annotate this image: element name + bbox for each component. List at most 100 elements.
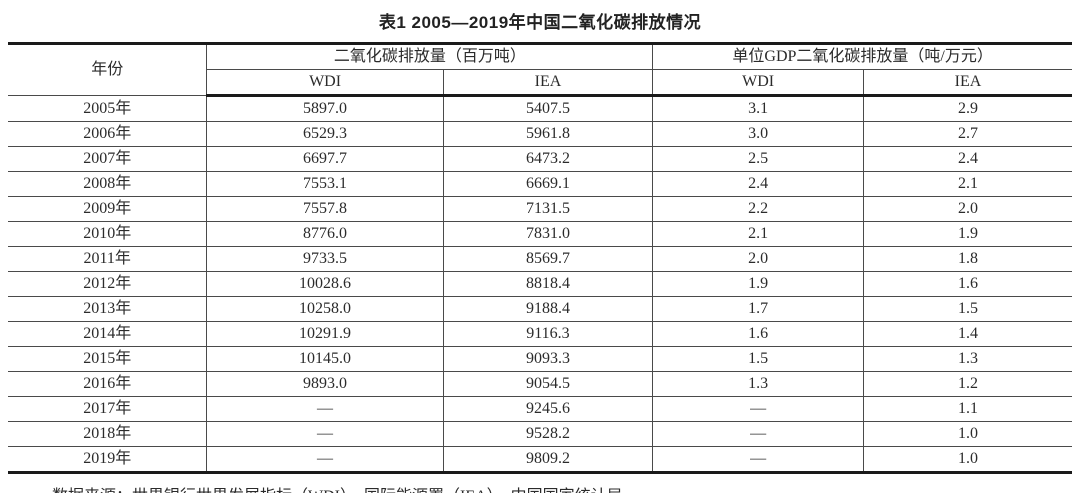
table-header: 年份 二氧化碳排放量（百万吨） 单位GDP二氧化碳排放量（吨/万元） WDI I… (8, 43, 1072, 97)
gdp-wdi-cell: 1.5 (652, 346, 864, 372)
gdp-iea-cell: 2.9 (863, 95, 1072, 122)
table-title: 表1 2005—2019年中国二氧化碳排放情况 (378, 13, 702, 32)
group-header-row: 年份 二氧化碳排放量（百万吨） 单位GDP二氧化碳排放量（吨/万元） (8, 43, 1072, 96)
co2-wdi-cell: 9893.0 (206, 371, 444, 397)
co2-emissions-group-header: 二氧化碳排放量（百万吨） (206, 43, 654, 70)
gdp-wdi-cell: 2.1 (652, 221, 864, 247)
gdp-wdi-cell: 2.2 (652, 196, 864, 222)
co2-wdi-cell: 8776.0 (206, 221, 444, 247)
co2-iea-cell: 9054.5 (443, 371, 654, 397)
gdp-intensity-group-header: 单位GDP二氧化碳排放量（吨/万元） (652, 43, 1072, 70)
sub-header-row: WDI IEA WDI IEA (8, 69, 1072, 97)
year-cell: 2014年 (8, 321, 208, 347)
year-cell: 2011年 (8, 246, 208, 272)
gdp-wdi-cell: 2.4 (652, 171, 864, 197)
table-row: 2015年 10145.0 9093.3 1.5 1.3 (8, 346, 1072, 372)
table-row: 2011年 9733.5 8569.7 2.0 1.8 (8, 246, 1072, 272)
co2-iea-cell: 9528.2 (443, 421, 654, 447)
co2-iea-cell: 7831.0 (443, 221, 654, 247)
table-row: 2012年 10028.6 8818.4 1.9 1.6 (8, 271, 1072, 297)
co2-wdi-cell: 7553.1 (206, 171, 444, 197)
gdp-wdi-cell: 3.1 (652, 95, 864, 122)
co2-iea-cell: 8818.4 (443, 271, 654, 297)
co2-iea-cell: 5407.5 (443, 95, 654, 122)
year-cell: 2015年 (8, 346, 208, 372)
year-cell: 2007年 (8, 146, 208, 172)
table-body: 2005年 5897.0 5407.5 3.1 2.9 2006年 6529.3… (8, 95, 1072, 473)
gdp-iea-cell: 1.6 (863, 271, 1072, 297)
co2-iea-header: IEA (443, 69, 654, 97)
gdp-iea-cell: 1.3 (863, 346, 1072, 372)
table-row: 2017年 — 9245.6 — 1.1 (8, 396, 1072, 422)
co2-iea-cell: 9245.6 (443, 396, 654, 422)
gdp-wdi-cell: 1.6 (652, 321, 864, 347)
table-row: 2009年 7557.8 7131.5 2.2 2.0 (8, 196, 1072, 222)
gdp-iea-cell: 1.5 (863, 296, 1072, 322)
co2-wdi-cell: 10145.0 (206, 346, 444, 372)
year-cell: 2016年 (8, 371, 208, 397)
co2-wdi-cell: 10028.6 (206, 271, 444, 297)
gdp-wdi-cell: 3.0 (652, 121, 864, 147)
gdp-wdi-cell: — (652, 421, 864, 447)
year-cell: 2005年 (8, 95, 208, 122)
co2-iea-cell: 8569.7 (443, 246, 654, 272)
co2-iea-cell: 6669.1 (443, 171, 654, 197)
co2-wdi-cell: — (206, 396, 444, 422)
co2-wdi-cell: 10258.0 (206, 296, 444, 322)
co2-wdi-cell: 6697.7 (206, 146, 444, 172)
table-row: 2019年 — 9809.2 — 1.0 (8, 446, 1072, 473)
gdp-iea-cell: 1.1 (863, 396, 1072, 422)
table-row: 2005年 5897.0 5407.5 3.1 2.9 (8, 95, 1072, 122)
gdp-iea-cell: 1.2 (863, 371, 1072, 397)
gdp-iea-cell: 1.8 (863, 246, 1072, 272)
table-row: 2010年 8776.0 7831.0 2.1 1.9 (8, 221, 1072, 247)
table-row: 2008年 7553.1 6669.1 2.4 2.1 (8, 171, 1072, 197)
co2-iea-cell: 9188.4 (443, 296, 654, 322)
gdp-iea-cell: 1.4 (863, 321, 1072, 347)
data-source-note: 数据来源：世界银行世界发展指标（WDI）、国际能源署（IEA）、中国国家统计局。 (52, 482, 1072, 493)
co2-iea-cell: 7131.5 (443, 196, 654, 222)
co2-iea-cell: 6473.2 (443, 146, 654, 172)
co2-wdi-cell: 7557.8 (206, 196, 444, 222)
gdp-wdi-cell: 1.7 (652, 296, 864, 322)
gdp-iea-header: IEA (863, 69, 1072, 97)
co2-iea-cell: 9809.2 (443, 446, 654, 473)
year-cell: 2019年 (8, 446, 208, 473)
gdp-wdi-cell: — (652, 396, 864, 422)
co2-wdi-cell: 9733.5 (206, 246, 444, 272)
gdp-iea-cell: 1.9 (863, 221, 1072, 247)
gdp-iea-cell: 2.1 (863, 171, 1072, 197)
year-column-header: 年份 (8, 43, 208, 96)
year-cell: 2009年 (8, 196, 208, 222)
co2-wdi-cell: 5897.0 (206, 95, 444, 122)
co2-iea-cell: 5961.8 (443, 121, 654, 147)
table-row: 2018年 — 9528.2 — 1.0 (8, 421, 1072, 447)
co2-wdi-cell: — (206, 421, 444, 447)
year-cell: 2008年 (8, 171, 208, 197)
co2-wdi-cell: 6529.3 (206, 121, 444, 147)
year-cell: 2010年 (8, 221, 208, 247)
year-cell: 2017年 (8, 396, 208, 422)
co2-iea-cell: 9116.3 (443, 321, 654, 347)
emissions-table: 年份 二氧化碳排放量（百万吨） 单位GDP二氧化碳排放量（吨/万元） WDI I… (8, 42, 1072, 474)
table-row: 2014年 10291.9 9116.3 1.6 1.4 (8, 321, 1072, 347)
gdp-iea-cell: 1.0 (957, 450, 978, 467)
gdp-iea-cell: 2.7 (863, 121, 1072, 147)
gdp-wdi-cell: — (652, 446, 864, 473)
gdp-wdi-cell: 1.3 (652, 371, 864, 397)
gdp-wdi-cell: 2.5 (652, 146, 864, 172)
year-cell: 2012年 (8, 271, 208, 297)
table-row: 2006年 6529.3 5961.8 3.0 2.7 (8, 121, 1072, 147)
year-cell: 2006年 (8, 121, 208, 147)
table-row: 2013年 10258.0 9188.4 1.7 1.5 (8, 296, 1072, 322)
table-row: 2016年 9893.0 9054.5 1.3 1.2 (8, 371, 1072, 397)
gdp-iea-cell: 1.0 (863, 421, 1072, 447)
gdp-iea-cell: 2.4 (863, 146, 1072, 172)
year-cell: 2018年 (8, 421, 208, 447)
co2-iea-cell: 9093.3 (443, 346, 654, 372)
gdp-wdi-cell: 1.9 (652, 271, 864, 297)
co2-wdi-cell: 10291.9 (206, 321, 444, 347)
gdp-iea-cell: 2.0 (863, 196, 1072, 222)
table-row: 2007年 6697.7 6473.2 2.5 2.4 (8, 146, 1072, 172)
